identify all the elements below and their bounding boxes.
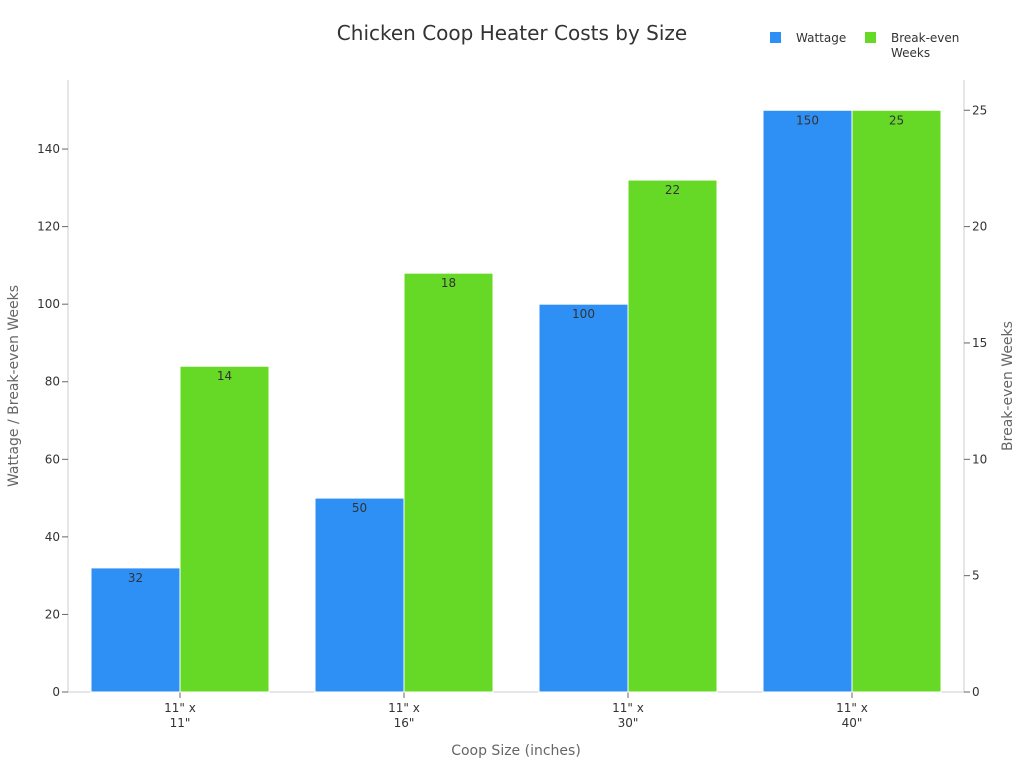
left-y-axis-title: Wattage / Break-even Weeks — [6, 285, 22, 487]
legend-label: Weeks — [891, 46, 930, 60]
x-tick-label: 16" — [394, 716, 415, 730]
right-tick-label: 25 — [972, 103, 987, 117]
data-label: 18 — [441, 276, 456, 290]
right-tick-label: 15 — [972, 336, 987, 350]
bar-break-even-weeks — [179, 365, 270, 693]
data-label: 150 — [796, 113, 819, 127]
x-tick-label: 11" x — [388, 701, 420, 715]
left-tick-label: 20 — [45, 607, 60, 621]
x-tick-label: 11" x — [612, 701, 644, 715]
left-tick-label: 100 — [37, 297, 60, 311]
left-tick-label: 0 — [52, 685, 60, 699]
chart-title: Chicken Coop Heater Costs by Size — [337, 21, 687, 45]
x-axis: 11" x11"11" x16"11" x30"11" x40" — [68, 691, 964, 730]
legend-swatch — [865, 32, 876, 43]
bar-wattage — [314, 497, 405, 693]
data-label: 100 — [572, 307, 595, 321]
x-tick-label: 11" x — [164, 701, 196, 715]
left-y-axis: 0 20 40 60 80 100 120 140 — [37, 80, 69, 699]
bar-break-even-weeks — [627, 179, 718, 693]
left-tick-label: 60 — [45, 452, 60, 466]
x-tick-label: 11" x — [836, 701, 868, 715]
legend-swatch — [770, 32, 781, 43]
data-label: 50 — [352, 501, 367, 515]
left-tick-label: 120 — [37, 220, 60, 234]
x-tick-label: 30" — [618, 716, 639, 730]
data-label: 32 — [128, 571, 143, 585]
right-tick-label: 5 — [972, 569, 980, 583]
x-axis-title: Coop Size (inches) — [451, 743, 581, 759]
bar-wattage — [90, 567, 181, 693]
x-tick-label: 11" — [170, 716, 191, 730]
x-tick-label: 40" — [842, 716, 863, 730]
bar-break-even-weeks — [403, 272, 494, 693]
left-tick-label: 140 — [37, 142, 60, 156]
right-tick-label: 0 — [972, 685, 980, 699]
right-tick-label: 10 — [972, 452, 987, 466]
right-y-axis-title: Break-even Weeks — [1000, 321, 1016, 451]
right-tick-label: 20 — [972, 220, 987, 234]
data-labels: 32 14 50 18 100 22 150 25 — [128, 113, 904, 585]
bar-wattage — [538, 303, 629, 693]
left-tick-label: 40 — [45, 530, 60, 544]
data-label: 22 — [665, 183, 680, 197]
right-y-axis: 0 5 10 15 20 25 — [963, 80, 987, 699]
left-tick-label: 80 — [45, 375, 60, 389]
data-label: 25 — [889, 113, 904, 127]
legend-label: Wattage — [796, 31, 846, 45]
bar-break-even-weeks — [851, 109, 942, 693]
legend-label: Break-even — [891, 31, 959, 45]
bars — [90, 109, 942, 693]
data-label: 14 — [217, 369, 232, 383]
bar-wattage — [762, 109, 853, 693]
